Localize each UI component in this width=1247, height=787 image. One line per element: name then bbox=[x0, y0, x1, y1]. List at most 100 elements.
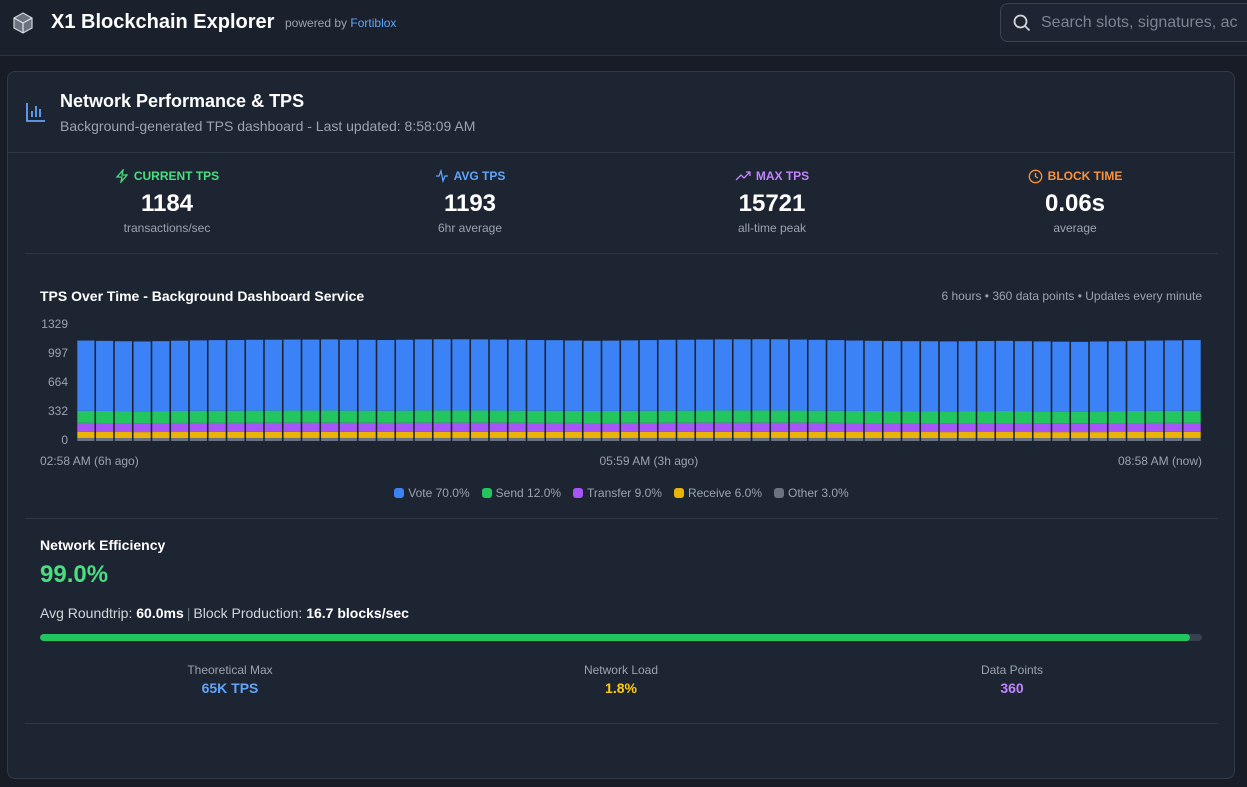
stat-label: MAX TPS bbox=[755, 169, 810, 183]
stat-caption: 6hr average bbox=[437, 221, 503, 235]
bar-segment bbox=[321, 410, 339, 423]
bar-segment bbox=[152, 432, 170, 439]
legend: Vote 70.0% Send 12.0% Transfer 9.0% Receive… bbox=[25, 486, 1218, 500]
bar-segment bbox=[264, 410, 282, 423]
divider bbox=[25, 723, 1218, 724]
bar-segment bbox=[789, 431, 807, 438]
bar-segment bbox=[1127, 410, 1145, 424]
bar-segment bbox=[958, 411, 976, 424]
bar-segment bbox=[452, 410, 470, 423]
stat-avg-tps: AVG TPS 1193 6hr average bbox=[320, 168, 620, 235]
legend-label: Other 3.0% bbox=[788, 486, 849, 500]
legend-item[interactable]: Receive 6.0% bbox=[673, 486, 762, 500]
bar-segment bbox=[508, 410, 526, 423]
bar-segment bbox=[546, 437, 564, 441]
roundtrip-value: 60.0ms bbox=[136, 605, 184, 621]
bar-segment bbox=[902, 432, 920, 439]
bar-segment bbox=[883, 411, 901, 424]
bar-segment bbox=[1052, 438, 1070, 441]
bar-segment bbox=[902, 341, 920, 412]
bar-segment bbox=[846, 340, 864, 411]
divider bbox=[25, 518, 1218, 519]
bar-segment bbox=[527, 431, 545, 438]
bar-segment bbox=[414, 339, 432, 411]
logo-icon bbox=[13, 12, 33, 34]
clock-icon bbox=[1028, 169, 1043, 183]
bar-segment bbox=[489, 431, 507, 438]
bar-segment bbox=[1014, 438, 1032, 441]
legend-item[interactable]: Vote 70.0% bbox=[394, 486, 470, 500]
bar-segment bbox=[171, 422, 189, 433]
bar-segment bbox=[1014, 432, 1032, 439]
bar-segment bbox=[864, 340, 882, 411]
bar-segment bbox=[752, 339, 770, 411]
bar-segment bbox=[358, 339, 376, 411]
bar-segment bbox=[396, 339, 414, 411]
bar-segment bbox=[564, 431, 582, 438]
metric-value: 1.8% bbox=[605, 680, 637, 696]
panel-subtitle: Background-generated TPS dashboard - Las… bbox=[60, 118, 476, 134]
bar-segment bbox=[1108, 411, 1126, 424]
bar-segment bbox=[508, 437, 526, 441]
bar-segment bbox=[1052, 432, 1070, 439]
bar-segment bbox=[733, 339, 751, 411]
y-tick-label: 664 bbox=[48, 375, 68, 389]
bar-segment bbox=[808, 422, 826, 432]
bar-segment bbox=[883, 423, 901, 433]
bar-segment bbox=[96, 432, 114, 439]
bar-segment bbox=[1089, 438, 1107, 441]
legend-item[interactable]: Send 12.0% bbox=[481, 486, 562, 500]
bar-segment bbox=[152, 411, 170, 424]
legend-item[interactable]: Transfer 9.0% bbox=[573, 486, 662, 500]
bar-segment bbox=[508, 431, 526, 438]
bar-segment bbox=[658, 437, 676, 441]
panel-title: Network Performance & TPS bbox=[60, 91, 305, 111]
bar-segment bbox=[621, 431, 639, 438]
bar-segment bbox=[377, 431, 395, 438]
bar-segment bbox=[752, 422, 770, 432]
bar-segment bbox=[883, 432, 901, 439]
search-box[interactable]: Search slots, signatures, ac bbox=[1000, 3, 1247, 42]
bar-segment bbox=[752, 410, 770, 423]
bar-segment bbox=[189, 340, 207, 411]
bar-segment bbox=[1127, 340, 1145, 411]
brand-link[interactable]: Fortiblox bbox=[350, 16, 397, 30]
bar-segment bbox=[527, 410, 545, 423]
bar-segment bbox=[302, 339, 320, 411]
bar-segment bbox=[114, 411, 132, 424]
metric: Network Load 1.8% bbox=[471, 663, 771, 696]
bar-segment bbox=[696, 410, 714, 423]
bar-segment bbox=[1089, 341, 1107, 412]
bar-segment bbox=[977, 411, 995, 424]
app-title[interactable]: X1 Blockchain Explorer bbox=[51, 11, 275, 33]
bar-segment bbox=[208, 431, 226, 438]
bar-segment bbox=[264, 431, 282, 438]
bar-segment bbox=[508, 422, 526, 432]
bar-segment bbox=[977, 432, 995, 439]
bar-segment bbox=[921, 423, 939, 433]
bar-segment bbox=[958, 341, 976, 412]
legend-label: Send 12.0% bbox=[495, 486, 562, 500]
bar-segment bbox=[133, 432, 151, 439]
legend-item[interactable]: Other 3.0% bbox=[774, 486, 849, 500]
bar-segment bbox=[433, 410, 451, 423]
bar-segment bbox=[96, 423, 114, 433]
bar-segment bbox=[564, 437, 582, 441]
bar-segment bbox=[996, 410, 1014, 424]
bar-segment bbox=[283, 437, 301, 441]
bar-segment bbox=[452, 437, 470, 441]
bar-segment bbox=[771, 422, 789, 432]
bar-segment bbox=[227, 422, 245, 432]
bar-segment bbox=[1183, 437, 1201, 441]
bar-segment bbox=[808, 437, 826, 441]
bar-segment bbox=[864, 438, 882, 441]
bar-segment bbox=[1033, 432, 1051, 439]
bar-segment bbox=[921, 438, 939, 441]
metric-label: Theoretical Max bbox=[187, 663, 273, 677]
bar-segment bbox=[358, 437, 376, 441]
y-tick-label: 997 bbox=[48, 346, 68, 360]
legend-label: Vote 70.0% bbox=[408, 486, 470, 500]
stat-label-row: AVG TPS bbox=[320, 168, 620, 184]
y-tick-label: 332 bbox=[48, 404, 68, 418]
bar-segment bbox=[189, 431, 207, 438]
